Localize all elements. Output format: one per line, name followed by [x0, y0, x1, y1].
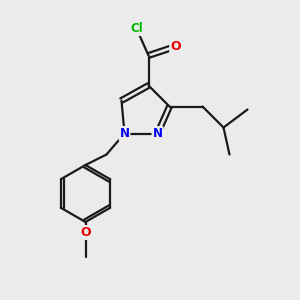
Text: O: O [170, 40, 181, 53]
Text: N: N [119, 127, 130, 140]
Text: Cl: Cl [130, 22, 143, 35]
Text: N: N [152, 127, 163, 140]
Text: O: O [80, 226, 91, 239]
